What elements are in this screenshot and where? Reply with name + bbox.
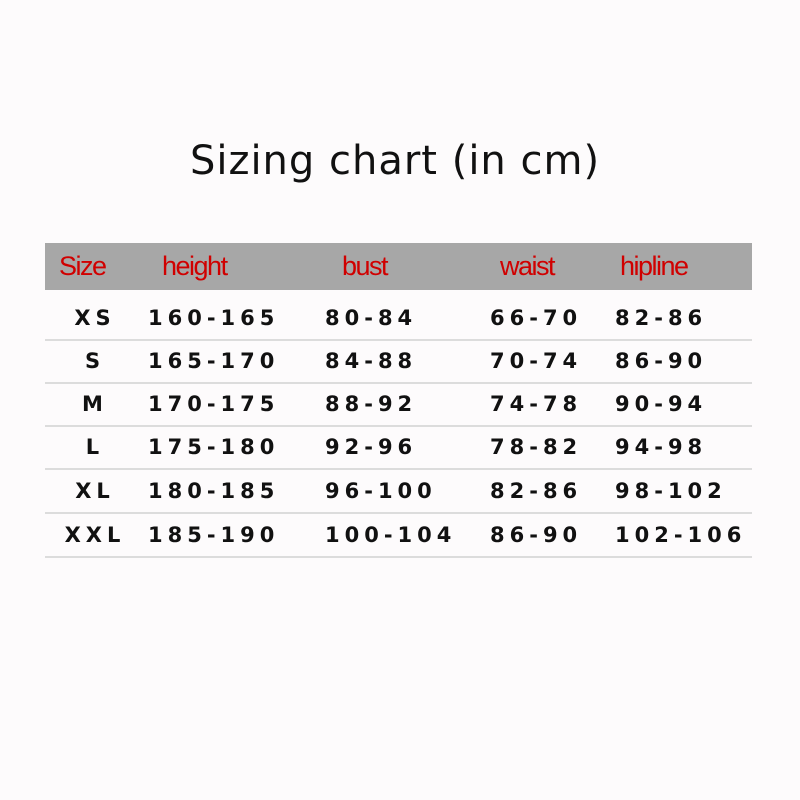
table-cell-waist: 86-90 xyxy=(490,523,583,547)
table-cell-waist: 70-74 xyxy=(490,349,583,373)
table-row: XL 180-185 96-100 82-86 98-102 xyxy=(45,469,752,514)
table-row: XS 160-165 80-84 66-70 82-86 xyxy=(45,296,752,341)
table-cell-hipline: 102-106 xyxy=(615,523,747,547)
table-cell-hipline: 82-86 xyxy=(615,306,708,330)
table-cell-bust: 80-84 xyxy=(325,306,418,330)
table-row: M 170-175 88-92 74-78 90-94 xyxy=(45,382,752,427)
table-cell-size: XS xyxy=(74,306,116,330)
table-cell-hipline: 90-94 xyxy=(615,392,708,416)
table-cell-size: M xyxy=(82,392,108,416)
table-cell-size: XL xyxy=(75,479,115,503)
table-cell-bust: 88-92 xyxy=(325,392,418,416)
table-cell-size: S xyxy=(84,349,106,373)
table-cell-size: XXL xyxy=(64,523,126,547)
table-cell-waist: 74-78 xyxy=(490,392,583,416)
table-cell-bust: 100-104 xyxy=(325,523,457,547)
table-cell-hipline: 98-102 xyxy=(615,479,727,503)
header-height: height xyxy=(162,251,228,281)
header-size: Size xyxy=(59,251,107,281)
header-bust: bust xyxy=(342,251,389,281)
table-cell-waist: 82-86 xyxy=(490,479,583,503)
table-cell-waist: 78-82 xyxy=(490,435,583,459)
table-cell-hipline: 86-90 xyxy=(615,349,708,373)
table-header: Size height bust waist hipline xyxy=(45,243,752,290)
table-cell-height: 175-180 xyxy=(148,435,280,459)
table-cell-height: 185-190 xyxy=(148,523,280,547)
table-cell-height: 170-175 xyxy=(148,392,280,416)
table-cell-hipline: 94-98 xyxy=(615,435,708,459)
table-row: XXL 185-190 100-104 86-90 102-106 xyxy=(45,513,752,558)
table-cell-height: 165-170 xyxy=(148,349,280,373)
table-row: L 175-180 92-96 78-82 94-98 xyxy=(45,425,752,470)
header-hipline: hipline xyxy=(620,251,689,281)
header-waist: waist xyxy=(500,251,556,281)
table-cell-bust: 84-88 xyxy=(325,349,418,373)
table-cell-height: 160-165 xyxy=(148,306,280,330)
table-cell-size: L xyxy=(85,435,105,459)
table-cell-bust: 96-100 xyxy=(325,479,437,503)
table-row: S 165-170 84-88 70-74 86-90 xyxy=(45,339,752,384)
table-cell-bust: 92-96 xyxy=(325,435,418,459)
table-cell-waist: 66-70 xyxy=(490,306,583,330)
chart-title: Sizing chart (in cm) xyxy=(189,138,601,184)
table-cell-height: 180-185 xyxy=(148,479,280,503)
